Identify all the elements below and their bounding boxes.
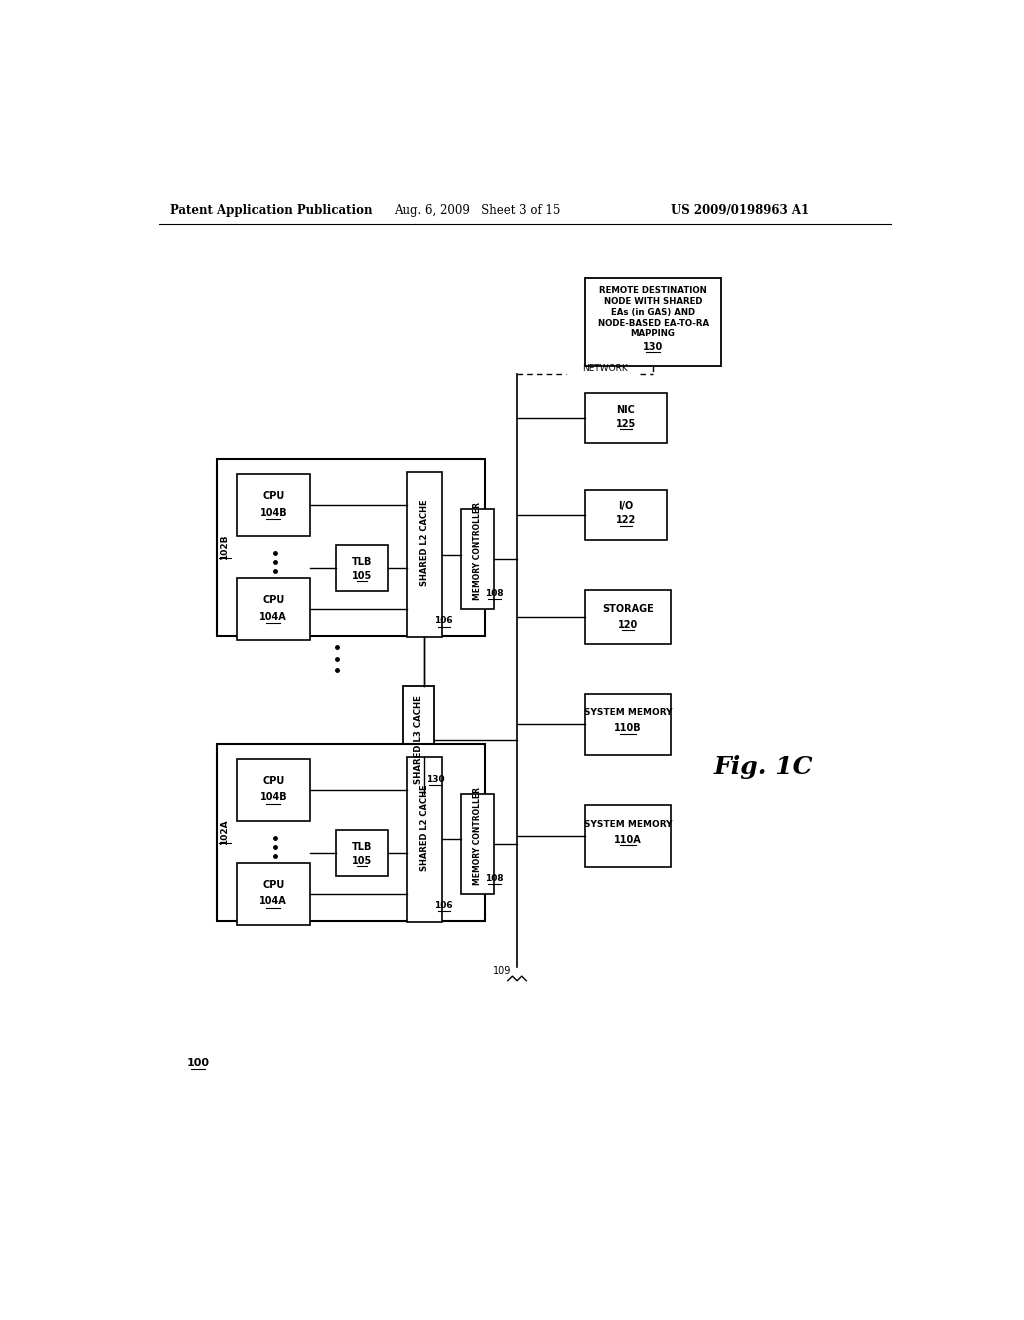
Bar (461, 508, 494, 609)
Text: 106: 106 (434, 616, 454, 624)
Text: SYSTEM MEMORY: SYSTEM MEMORY (584, 820, 672, 829)
Text: STORAGE: STORAGE (602, 603, 653, 614)
Text: Aug. 6, 2009   Sheet 3 of 15: Aug. 6, 2009 Sheet 3 of 15 (393, 205, 560, 218)
Text: 105: 105 (352, 570, 372, 581)
Bar (461, 793, 494, 894)
Text: CPU: CPU (262, 879, 285, 890)
Bar (217, 459, 484, 636)
Text: TLB: TLB (352, 557, 373, 566)
Text: EAs (in GAS) AND: EAs (in GAS) AND (611, 308, 695, 317)
Text: SHARED L2 CACHE: SHARED L2 CACHE (420, 784, 429, 871)
Text: I/O: I/O (618, 502, 634, 511)
Text: CPU: CPU (262, 594, 285, 605)
Bar (237, 759, 310, 821)
Bar (237, 863, 310, 924)
Text: NODE WITH SHARED: NODE WITH SHARED (604, 297, 702, 306)
Text: SHARED L3 CACHE: SHARED L3 CACHE (414, 696, 423, 784)
Bar (336, 830, 388, 876)
Bar (237, 474, 310, 536)
Text: 102B: 102B (220, 535, 229, 560)
Text: Patent Application Publication: Patent Application Publication (170, 205, 373, 218)
Text: 130: 130 (426, 775, 445, 784)
Text: MEMORY CONTROLLER: MEMORY CONTROLLER (473, 787, 482, 884)
Text: REMOTE DESTINATION: REMOTE DESTINATION (599, 286, 707, 296)
Bar (586, 805, 671, 867)
Bar (586, 590, 671, 644)
Bar (586, 277, 721, 367)
Bar (586, 693, 671, 755)
Text: 105: 105 (352, 855, 372, 866)
Text: NETWORK: NETWORK (582, 364, 628, 374)
Text: 102A: 102A (220, 820, 229, 845)
Text: 109: 109 (494, 966, 512, 975)
Text: 120: 120 (617, 620, 638, 630)
Bar (586, 490, 667, 540)
Bar (336, 545, 388, 591)
Text: NODE-BASED EA-TO-RA: NODE-BASED EA-TO-RA (597, 318, 709, 327)
Text: 104B: 104B (259, 792, 287, 803)
Text: 104B: 104B (259, 508, 287, 517)
Text: MAPPING: MAPPING (631, 330, 676, 338)
Text: SHARED L2 CACHE: SHARED L2 CACHE (420, 500, 429, 586)
Text: NIC: NIC (616, 405, 635, 416)
Text: 110A: 110A (614, 834, 642, 845)
Text: MEMORY CONTROLLER: MEMORY CONTROLLER (473, 502, 482, 601)
Bar (407, 756, 442, 923)
Text: US 2009/0198963 A1: US 2009/0198963 A1 (671, 205, 809, 218)
Text: 108: 108 (485, 589, 504, 598)
Text: 100: 100 (186, 1059, 209, 1068)
Text: Fig. 1C: Fig. 1C (714, 755, 813, 779)
Text: CPU: CPU (262, 776, 285, 785)
Text: SYSTEM MEMORY: SYSTEM MEMORY (584, 709, 672, 717)
Text: 125: 125 (615, 418, 636, 429)
Bar (217, 743, 484, 921)
Text: 106: 106 (434, 900, 454, 909)
Text: 108: 108 (485, 874, 504, 883)
Bar (407, 471, 442, 638)
Text: 122: 122 (615, 515, 636, 525)
Bar (237, 578, 310, 640)
Text: TLB: TLB (352, 842, 373, 851)
Text: CPU: CPU (262, 491, 285, 500)
Bar (586, 393, 667, 444)
Text: 104A: 104A (259, 896, 287, 907)
Bar (403, 686, 434, 793)
Text: 104A: 104A (259, 611, 287, 622)
Text: 110B: 110B (614, 723, 642, 733)
Text: 130: 130 (643, 342, 664, 352)
